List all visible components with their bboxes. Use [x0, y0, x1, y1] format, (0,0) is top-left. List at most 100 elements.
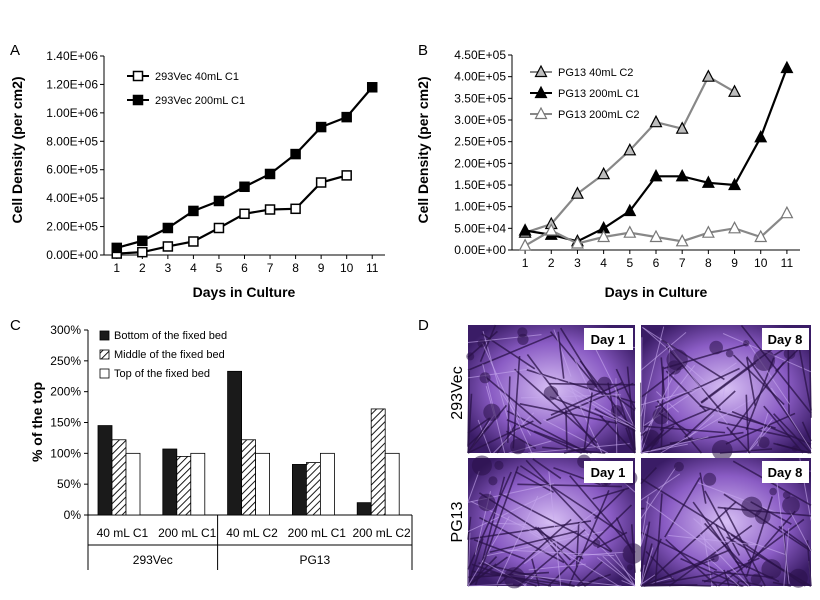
bar [125, 452, 141, 516]
legend-entry: 293Vec 200mL C1 [127, 94, 245, 107]
panel-a-line-chart: Cell Density (per cm2) Days in Culture 0… [9, 49, 385, 300]
data-point [162, 222, 174, 234]
fiber-strand [713, 571, 774, 579]
data-point [366, 82, 378, 93]
bar [319, 452, 335, 516]
fiber-strand [616, 397, 636, 412]
fiber-strand [526, 369, 636, 404]
y-tick-label: 4.50E+05 [454, 48, 506, 62]
legend-label: 293Vec 200mL C1 [155, 95, 245, 107]
fiber-strand [532, 458, 562, 480]
dark-spot [709, 340, 723, 355]
x-tick-label: 4 [600, 256, 607, 270]
fiber-strand [467, 563, 497, 587]
panel-b-line-chart: Cell Density (per cm2) Days in Culture 0… [415, 48, 800, 300]
fiber-strand [640, 466, 657, 485]
legend-marker [132, 94, 144, 106]
fiber-strand [496, 424, 517, 454]
fiber-strand [467, 417, 492, 454]
data-point [213, 222, 225, 234]
data-point [754, 229, 768, 243]
legend-label: PG13 200mL C1 [558, 88, 640, 100]
fiber-strand [640, 332, 687, 371]
fiber-strand [697, 482, 777, 513]
fiber-strand [640, 478, 749, 546]
data-point [213, 195, 225, 207]
fiber-strand [520, 394, 621, 399]
fiber-strand [778, 525, 812, 551]
y-tick-label: 150% [50, 416, 81, 430]
fiber-strand [746, 357, 757, 406]
fiber-strand [467, 470, 480, 503]
fiber-strand [717, 421, 791, 439]
dark-spot [466, 352, 475, 361]
dark-spot [517, 333, 529, 346]
data-point [728, 84, 742, 97]
fiber-strand [550, 381, 623, 416]
fiber-strand [773, 442, 810, 454]
bar [190, 452, 206, 516]
dark-spot [667, 360, 682, 375]
x-tick-label: 8 [705, 256, 712, 270]
fiber-strand [479, 516, 565, 564]
x-tick-label: 11 [781, 256, 794, 270]
dark-spot [610, 405, 623, 417]
fiber-strand [740, 324, 812, 414]
legend-entry: 293Vec 40mL C1 [127, 70, 239, 83]
fiber-strand [592, 487, 630, 500]
panel-a-xlabel: Days in Culture [193, 284, 296, 300]
legend-entry: PG13 200mL C2 [530, 106, 640, 121]
dark-spot [642, 429, 660, 447]
fiber-strand [529, 531, 620, 587]
bar [162, 448, 178, 516]
legend-label: Middle of the fixed bed [114, 349, 225, 361]
fiber-strand [468, 583, 514, 587]
bar [384, 452, 400, 516]
x-tick-label: 3 [165, 261, 172, 275]
y-tick-label: 1.00E+05 [454, 200, 506, 214]
dark-spot [503, 567, 526, 589]
y-tick-label: 3.00E+05 [454, 113, 506, 127]
dark-spot [488, 476, 498, 486]
fiber-strand [715, 524, 751, 587]
photo-pg13-day8: Day 8 [640, 458, 812, 588]
bar [356, 502, 372, 516]
data-point [570, 236, 584, 249]
dark-spot [753, 349, 776, 371]
fiber-strand [640, 326, 665, 417]
fiber-strand [699, 533, 750, 587]
data-point [675, 234, 689, 247]
fiber-strand [640, 337, 643, 454]
y-tick-label: 200% [50, 385, 81, 399]
legend-label: 293Vec 40mL C1 [155, 71, 239, 83]
dark-spot [783, 347, 796, 360]
dark-spot [586, 379, 597, 390]
y-tick-label: 8.00E+05 [46, 134, 98, 148]
x-tick-label: 6 [241, 261, 248, 275]
fiber-strand [640, 398, 662, 454]
group-label: 293Vec [133, 553, 173, 567]
data-point [341, 170, 352, 181]
fiber-strand [632, 409, 636, 454]
fiber-strand [474, 466, 519, 586]
data-point [188, 205, 199, 217]
data-point [780, 60, 794, 74]
data-point [649, 114, 663, 128]
fiber-strand [467, 516, 510, 587]
bar [255, 452, 271, 516]
data-point [780, 205, 794, 219]
fiber-strand [557, 331, 565, 379]
fiber-strand [774, 463, 790, 584]
fiber-strand [640, 397, 647, 454]
y-tick-label: 0% [64, 508, 82, 522]
category-label: 40 mL C2 [226, 526, 278, 540]
x-tick-label: 10 [340, 261, 354, 275]
y-tick-label: 5.00E+04 [454, 221, 506, 235]
fiber-strand [699, 472, 707, 504]
fiber-strand [568, 489, 610, 587]
fiber-strand [615, 368, 636, 410]
fiber-strand [668, 534, 757, 546]
y-tick-label: 250% [50, 354, 81, 368]
data-point [623, 143, 637, 156]
y-tick-label: 2.00E+05 [46, 220, 98, 234]
